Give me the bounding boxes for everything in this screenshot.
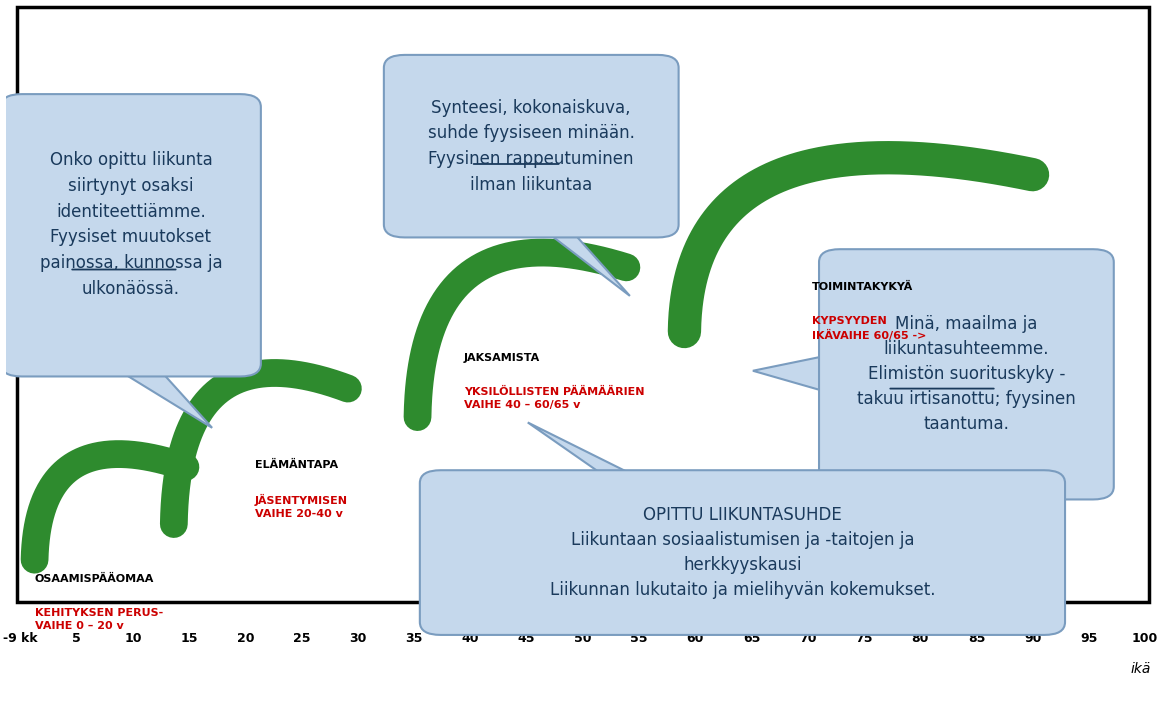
Text: Synteesi, kokonaiskuva,
suhde fyysiseen minään.
Fyysinen rappeutuminen
ilman lii: Synteesi, kokonaiskuva, suhde fyysiseen … — [428, 98, 634, 194]
Text: 30: 30 — [350, 632, 366, 645]
Text: YKSILÖLLISTEN PÄÄMÄÄRIEN
VAIHE 40 – 60/65 v: YKSILÖLLISTEN PÄÄMÄÄRIEN VAIHE 40 – 60/6… — [464, 387, 645, 411]
FancyBboxPatch shape — [1, 94, 261, 376]
Polygon shape — [528, 422, 649, 483]
Text: 85: 85 — [968, 632, 985, 645]
Text: 95: 95 — [1080, 632, 1097, 645]
Text: 90: 90 — [1024, 632, 1041, 645]
FancyBboxPatch shape — [384, 55, 679, 237]
Text: OSAAMISPÄÄOMAA: OSAAMISPÄÄOMAA — [35, 574, 154, 584]
Text: 40: 40 — [462, 632, 479, 645]
Text: -9 kk: -9 kk — [3, 632, 38, 645]
Text: 70: 70 — [799, 632, 816, 645]
Text: 25: 25 — [293, 632, 310, 645]
Text: 80: 80 — [912, 632, 929, 645]
Text: 75: 75 — [855, 632, 872, 645]
Text: 100: 100 — [1132, 632, 1158, 645]
FancyBboxPatch shape — [17, 7, 1149, 602]
Text: 5: 5 — [72, 632, 82, 645]
Text: JAKSAMISTA: JAKSAMISTA — [464, 353, 540, 363]
Text: Onko opittu liikunta
siirtynyt osaksi
identiteettiämme.
Fyysiset muutokset
paino: Onko opittu liikunta siirtynyt osaksi id… — [40, 151, 223, 298]
Polygon shape — [753, 353, 840, 396]
Text: 60: 60 — [687, 632, 704, 645]
Text: Minä, maailma ja
liikuntasuhteemme.
Elimistön suorituskyky -
takuu irtisanottu; : Minä, maailma ja liikuntasuhteemme. Elim… — [857, 315, 1076, 434]
Text: ikä: ikä — [1130, 662, 1151, 676]
Polygon shape — [538, 225, 630, 296]
Polygon shape — [107, 364, 212, 428]
Text: 55: 55 — [631, 632, 648, 645]
Text: 20: 20 — [237, 632, 254, 645]
Text: TOIMINTAKYKYÄ: TOIMINTAKYKYÄ — [812, 282, 913, 292]
FancyBboxPatch shape — [819, 250, 1114, 499]
Text: 10: 10 — [125, 632, 142, 645]
Text: 50: 50 — [574, 632, 591, 645]
Text: OPITTU LIIKUNTASUHDE
Liikuntaan sosiaalistumisen ja -taitojen ja
herkkyyskausi
L: OPITTU LIIKUNTASUHDE Liikuntaan sosiaali… — [549, 506, 935, 599]
Text: 15: 15 — [181, 632, 198, 645]
Text: 35: 35 — [406, 632, 423, 645]
Text: 45: 45 — [518, 632, 535, 645]
Text: ELÄMÄNTAPA: ELÄMÄNTAPA — [255, 460, 338, 470]
Text: 65: 65 — [743, 632, 760, 645]
Text: KEHITYKSEN PERUS-
VAIHE 0 – 20 v: KEHITYKSEN PERUS- VAIHE 0 – 20 v — [35, 608, 163, 632]
Text: KYPSYYDEN
IKÄVAIHE 60/65 ->: KYPSYYDEN IKÄVAIHE 60/65 -> — [812, 316, 927, 341]
Text: JÄSENTYMISEN
VAIHE 20-40 v: JÄSENTYMISEN VAIHE 20-40 v — [255, 494, 349, 519]
FancyBboxPatch shape — [420, 471, 1065, 635]
